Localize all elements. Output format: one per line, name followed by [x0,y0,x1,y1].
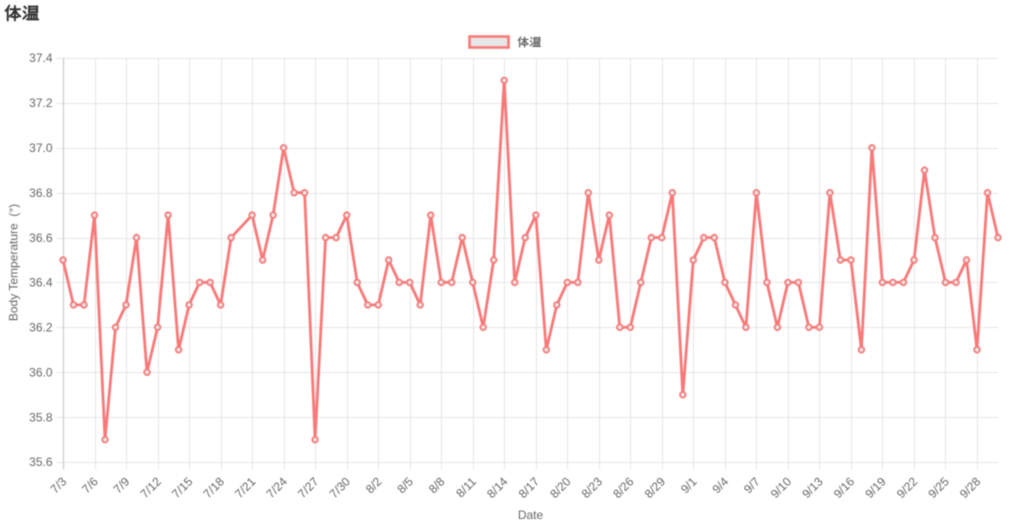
svg-text:8/11: 8/11 [453,474,479,500]
svg-text:36.8: 36.8 [29,186,53,200]
svg-text:37.4: 37.4 [29,51,53,65]
svg-text:36.2: 36.2 [29,321,53,335]
svg-text:37.2: 37.2 [29,96,53,110]
svg-text:9/7: 9/7 [741,474,763,496]
svg-text:35.6: 35.6 [29,455,53,469]
svg-text:7/24: 7/24 [264,474,291,501]
svg-text:9/1: 9/1 [678,474,700,496]
svg-text:36.6: 36.6 [29,231,53,245]
svg-text:9/4: 9/4 [710,474,732,496]
svg-text:9/19: 9/19 [862,474,889,501]
svg-text:Date: Date [518,508,544,522]
svg-text:7/15: 7/15 [169,474,196,501]
svg-text:9/16: 9/16 [831,474,858,501]
svg-text:8/29: 8/29 [642,474,669,501]
svg-text:7/27: 7/27 [295,474,322,501]
svg-text:35.8: 35.8 [29,410,53,424]
svg-text:Body Temperature (°): Body Temperature (°) [7,204,21,321]
svg-text:8/8: 8/8 [426,474,448,496]
svg-text:7/12: 7/12 [138,474,165,501]
svg-text:7/6: 7/6 [79,474,101,496]
svg-text:8/20: 8/20 [547,474,574,501]
svg-text:8/14: 8/14 [484,474,511,501]
svg-text:8/23: 8/23 [579,474,606,501]
svg-text:7/30: 7/30 [327,474,354,501]
svg-text:7/3: 7/3 [48,474,70,496]
svg-text:9/28: 9/28 [957,474,984,501]
svg-text:37.0: 37.0 [29,141,53,155]
svg-text:7/18: 7/18 [201,474,228,501]
svg-text:9/25: 9/25 [925,474,952,501]
svg-text:7/21: 7/21 [232,474,259,501]
svg-text:9/10: 9/10 [768,474,795,501]
svg-text:9/22: 9/22 [894,474,921,501]
svg-text:8/17: 8/17 [516,474,543,501]
svg-text:36.4: 36.4 [29,276,53,290]
svg-text:8/26: 8/26 [610,474,637,501]
svg-text:9/13: 9/13 [799,474,826,501]
svg-text:7/9: 7/9 [111,474,133,496]
svg-text:8/2: 8/2 [363,474,385,496]
svg-text:36.0: 36.0 [29,365,53,379]
svg-text:8/5: 8/5 [394,474,416,496]
